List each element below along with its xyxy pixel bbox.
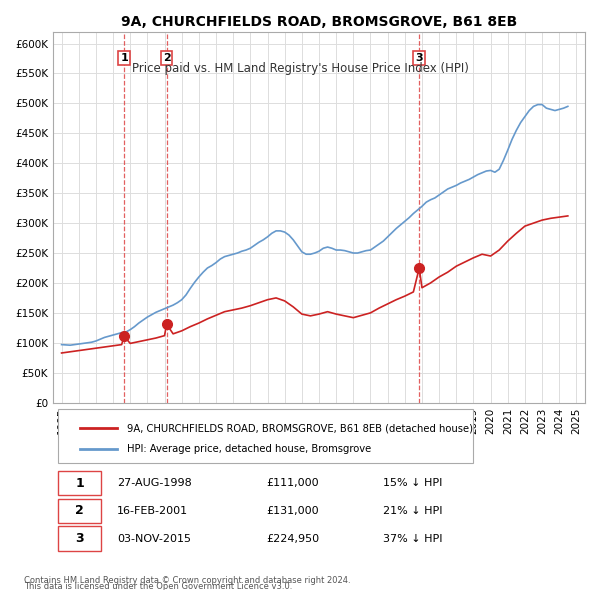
- Text: 21% ↓ HPI: 21% ↓ HPI: [383, 506, 442, 516]
- Text: This data is licensed under the Open Government Licence v3.0.: This data is licensed under the Open Gov…: [24, 582, 292, 590]
- FancyBboxPatch shape: [58, 471, 101, 496]
- Text: 1: 1: [75, 477, 84, 490]
- Text: HPI: Average price, detached house, Bromsgrove: HPI: Average price, detached house, Brom…: [127, 444, 372, 454]
- Text: 3: 3: [75, 532, 84, 545]
- Title: 9A, CHURCHFIELDS ROAD, BROMSGROVE, B61 8EB: 9A, CHURCHFIELDS ROAD, BROMSGROVE, B61 8…: [121, 15, 517, 29]
- Text: Contains HM Land Registry data © Crown copyright and database right 2024.: Contains HM Land Registry data © Crown c…: [24, 576, 350, 585]
- Text: £224,950: £224,950: [266, 534, 319, 544]
- Text: 27-AUG-1998: 27-AUG-1998: [117, 478, 191, 488]
- Text: 16-FEB-2001: 16-FEB-2001: [117, 506, 188, 516]
- Text: 15% ↓ HPI: 15% ↓ HPI: [383, 478, 442, 488]
- Text: 37% ↓ HPI: 37% ↓ HPI: [383, 534, 442, 544]
- FancyBboxPatch shape: [58, 499, 101, 523]
- Text: 2: 2: [75, 504, 84, 517]
- Text: Price paid vs. HM Land Registry's House Price Index (HPI): Price paid vs. HM Land Registry's House …: [131, 62, 469, 75]
- Text: 2: 2: [163, 53, 170, 63]
- Text: 3: 3: [415, 53, 423, 63]
- Text: 9A, CHURCHFIELDS ROAD, BROMSGROVE, B61 8EB (detached house): 9A, CHURCHFIELDS ROAD, BROMSGROVE, B61 8…: [127, 423, 473, 433]
- Text: 1: 1: [121, 53, 128, 63]
- Text: £131,000: £131,000: [266, 506, 319, 516]
- FancyBboxPatch shape: [58, 526, 101, 551]
- Text: £111,000: £111,000: [266, 478, 319, 488]
- FancyBboxPatch shape: [58, 409, 473, 463]
- Text: 03-NOV-2015: 03-NOV-2015: [117, 534, 191, 544]
